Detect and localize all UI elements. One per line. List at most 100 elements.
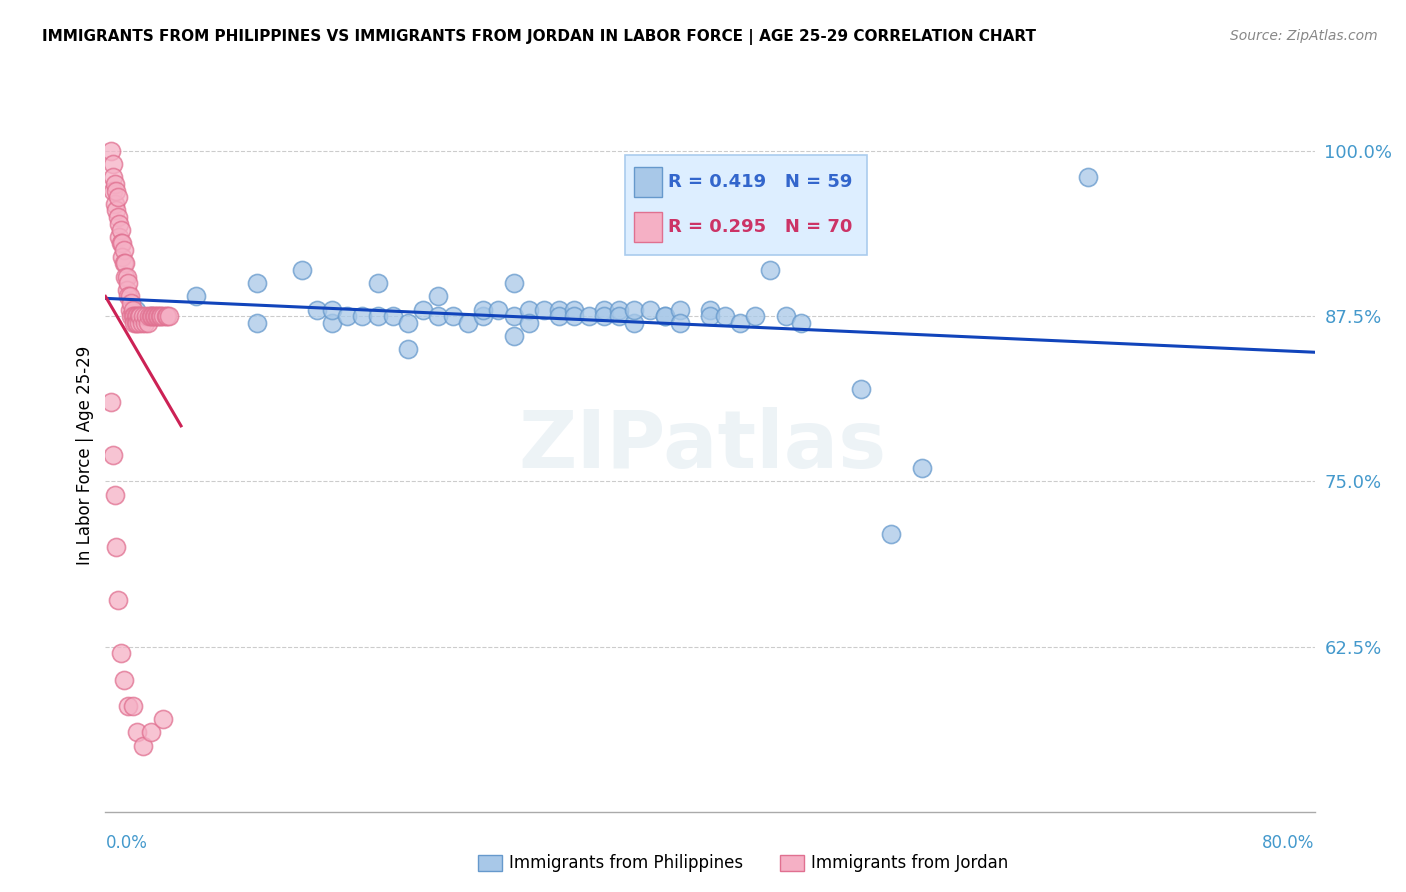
Y-axis label: In Labor Force | Age 25-29: In Labor Force | Age 25-29	[76, 345, 94, 565]
Point	[103, 197, 125, 211]
Point	[118, 289, 141, 303]
Point	[110, 236, 132, 251]
Point	[128, 316, 150, 330]
Point	[744, 309, 766, 323]
Point	[472, 302, 495, 317]
Point	[245, 316, 267, 330]
Point	[101, 184, 124, 198]
Point	[101, 157, 124, 171]
Point	[307, 302, 329, 317]
Point	[381, 309, 404, 323]
Point	[139, 725, 162, 739]
Point	[107, 210, 129, 224]
Point	[132, 739, 155, 753]
Point	[472, 309, 495, 323]
Point	[121, 309, 143, 323]
Point	[103, 177, 125, 191]
Point	[352, 309, 374, 323]
Point	[107, 190, 129, 204]
Point	[880, 527, 903, 541]
Point	[578, 309, 600, 323]
Point	[101, 170, 124, 185]
Point	[155, 309, 177, 323]
Text: ZIPatlas: ZIPatlas	[519, 407, 887, 485]
Text: Immigrants from Jordan: Immigrants from Jordan	[811, 854, 1008, 871]
Point	[366, 309, 388, 323]
Point	[120, 296, 142, 310]
Point	[108, 217, 131, 231]
Point	[426, 309, 449, 323]
Point	[139, 309, 162, 323]
Point	[127, 309, 149, 323]
Point	[139, 309, 162, 323]
Point	[593, 302, 616, 317]
Point	[728, 316, 751, 330]
Point	[654, 309, 676, 323]
Point	[457, 316, 479, 330]
Point	[152, 712, 174, 726]
Point	[124, 302, 148, 317]
Point	[101, 448, 124, 462]
Point	[112, 673, 135, 687]
Text: R = 0.419   N = 59: R = 0.419 N = 59	[668, 173, 852, 191]
Point	[699, 302, 721, 317]
Point	[105, 203, 128, 218]
Point	[412, 302, 434, 317]
Point	[141, 309, 163, 323]
Point	[112, 243, 135, 257]
Point	[321, 302, 343, 317]
Point	[111, 250, 134, 264]
Point	[136, 316, 159, 330]
Point	[911, 461, 934, 475]
Point	[186, 289, 208, 303]
Point	[124, 309, 148, 323]
Point	[110, 223, 132, 237]
Point	[669, 302, 692, 317]
Point	[132, 309, 155, 323]
Point	[146, 309, 169, 323]
Text: R = 0.295   N = 70: R = 0.295 N = 70	[668, 219, 852, 236]
Text: 80.0%: 80.0%	[1263, 834, 1315, 852]
Point	[112, 256, 135, 270]
Point	[138, 309, 160, 323]
Point	[108, 230, 131, 244]
Point	[127, 725, 149, 739]
Point	[336, 309, 359, 323]
Point	[121, 302, 143, 317]
Point	[533, 302, 555, 317]
Point	[1077, 170, 1099, 185]
Point	[321, 316, 343, 330]
Point	[396, 342, 419, 356]
Point	[623, 316, 645, 330]
Text: 0.0%: 0.0%	[105, 834, 148, 852]
Point	[502, 276, 524, 290]
Point	[366, 276, 388, 290]
Point	[121, 698, 143, 713]
Point	[441, 309, 464, 323]
Point	[548, 309, 571, 323]
Point	[775, 309, 797, 323]
Point	[105, 184, 128, 198]
Point	[149, 309, 172, 323]
Point	[131, 316, 153, 330]
Point	[502, 309, 524, 323]
Point	[291, 263, 314, 277]
Point	[135, 309, 157, 323]
Point	[115, 269, 138, 284]
Point	[654, 309, 676, 323]
Point	[100, 144, 122, 158]
Point	[609, 302, 631, 317]
Point	[115, 283, 138, 297]
Point	[122, 309, 145, 323]
Point	[114, 256, 136, 270]
Point	[562, 309, 585, 323]
Point	[111, 236, 134, 251]
Point	[714, 309, 737, 323]
Point	[849, 382, 872, 396]
Point	[143, 309, 166, 323]
Point	[107, 593, 129, 607]
Point	[548, 302, 571, 317]
Point	[156, 309, 179, 323]
Point	[124, 309, 148, 323]
Point	[117, 698, 139, 713]
